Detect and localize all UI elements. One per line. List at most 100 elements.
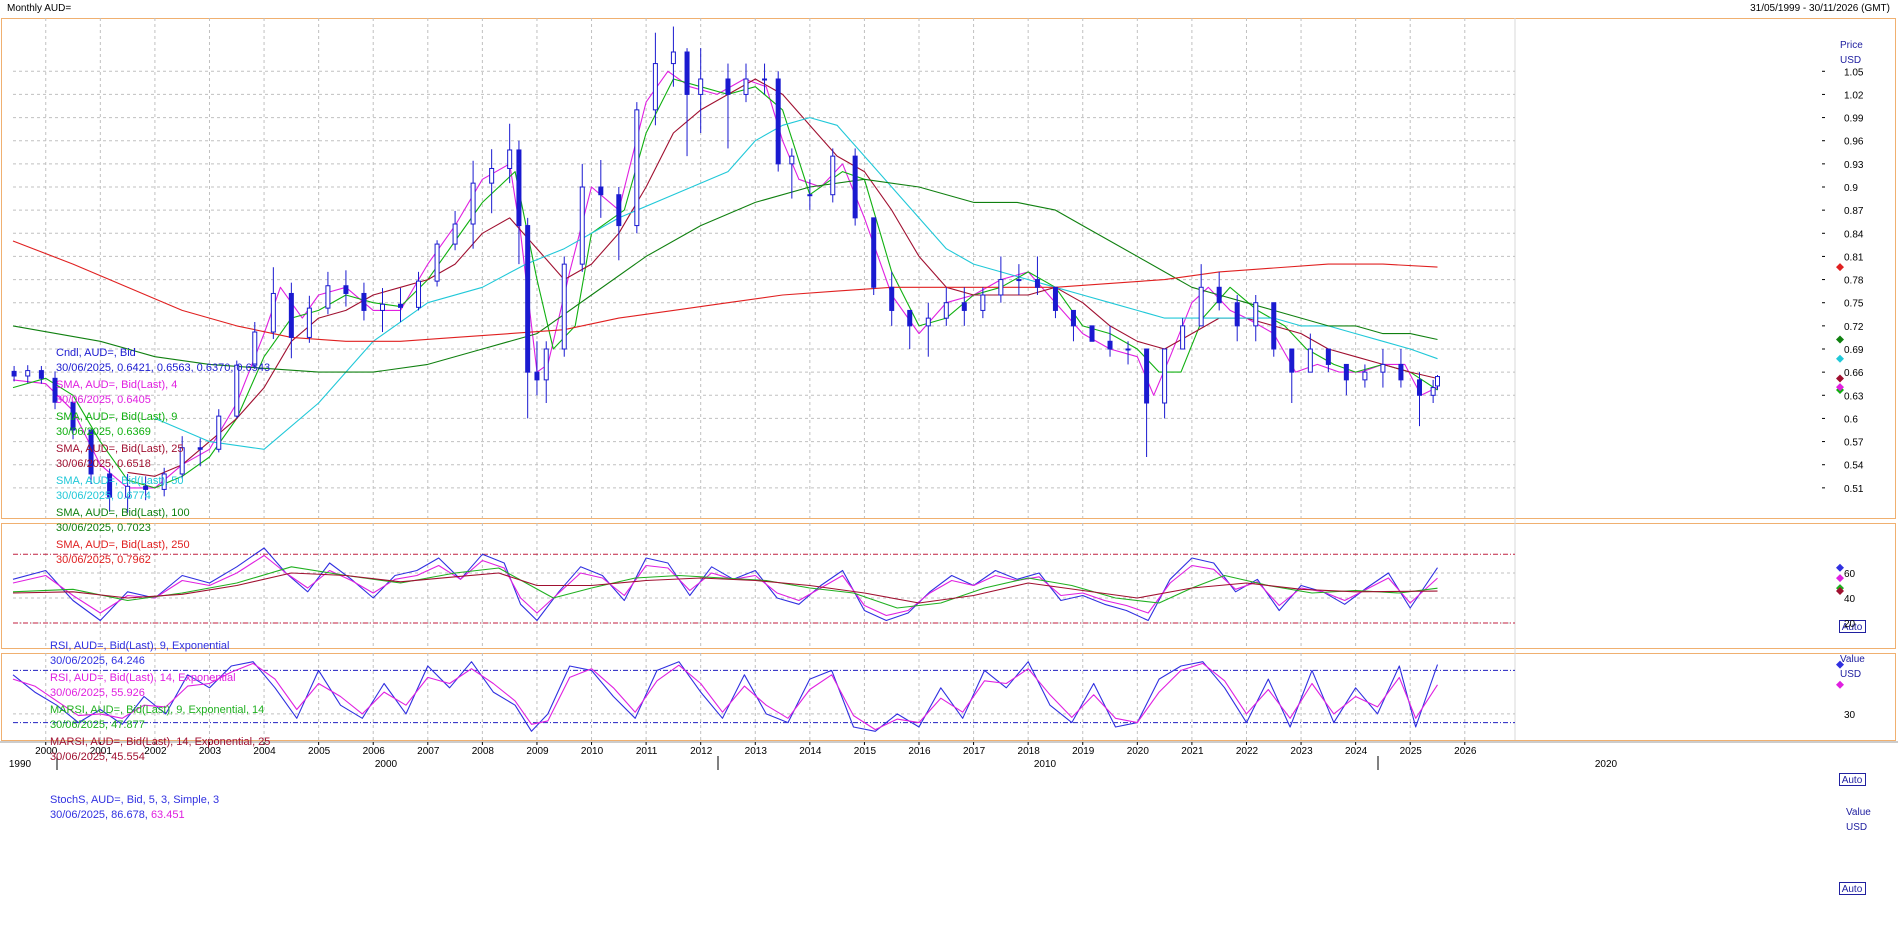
candle — [830, 148, 836, 203]
candle — [516, 140, 522, 265]
candle — [252, 322, 258, 370]
candle-body — [52, 377, 58, 403]
candle-body — [1162, 348, 1168, 404]
candle — [489, 149, 495, 214]
price-legend-label: SMA, AUD=, Bid(Last), 100 — [56, 507, 190, 519]
candle — [807, 179, 813, 211]
candle — [88, 429, 94, 484]
x-tick-label: 2005 — [308, 746, 331, 757]
candle-body — [516, 149, 522, 227]
candle-body — [398, 303, 404, 308]
price-tick-label: 0.93 — [1844, 160, 1864, 171]
price-legend-label: SMA, AUD=, Bid(Last), 9 — [56, 411, 177, 423]
price-tick-label: 1.05 — [1844, 67, 1864, 78]
x-tick-label: 2023 — [1290, 746, 1313, 757]
rsi-series-marsi9 — [12, 566, 1438, 609]
candle-body — [943, 302, 949, 319]
candle-body — [1216, 286, 1222, 304]
x-tick-label: 2016 — [908, 746, 931, 757]
candle — [998, 256, 1004, 303]
price-tick-label: 0.9 — [1844, 183, 1858, 194]
last-value-marker — [1836, 263, 1844, 272]
candle-body — [698, 78, 704, 95]
price-axis-title: Price — [1840, 40, 1863, 51]
candle — [70, 401, 76, 440]
x-tick-label: 2024 — [1345, 746, 1368, 757]
candle-body — [1180, 325, 1186, 350]
last-value-marker — [1836, 374, 1844, 383]
candle-body — [25, 370, 31, 377]
candle-body — [634, 109, 640, 227]
price-legend-label: SMA, AUD=, Bid(Last), 4 — [56, 379, 177, 391]
stoch-legend-value-k: 30/06/2025, 86.678, — [50, 809, 151, 821]
price-series-sma4 — [12, 70, 1438, 489]
candle — [1216, 271, 1222, 311]
price-panel — [11, 26, 1440, 513]
candle — [980, 287, 986, 319]
candle — [325, 271, 331, 315]
candle-body — [907, 309, 913, 327]
candle — [1070, 309, 1076, 342]
candle-body — [1343, 363, 1349, 381]
rsi-legend-value: 30/06/2025, 55.926 — [50, 687, 145, 699]
candle — [725, 63, 731, 149]
rsi-series-marsi14 — [12, 572, 1438, 604]
x-tick-label: 2020 — [1127, 746, 1150, 757]
price-tick-label: 0.96 — [1844, 137, 1864, 148]
candle-body — [762, 78, 768, 81]
price-legend-label: Cndl, AUD=, Bid — [56, 347, 136, 359]
rsi-auto-box — [1839, 773, 1866, 786]
candle — [434, 240, 440, 287]
candle — [789, 148, 795, 199]
price-tick-label: 1.02 — [1844, 90, 1864, 101]
candle — [1144, 348, 1150, 457]
date-range: 31/05/1999 - 30/11/2026 (GMT) — [1750, 3, 1890, 14]
candle — [579, 163, 585, 272]
x-tick-label: 2019 — [1072, 746, 1095, 757]
candle — [1380, 349, 1386, 388]
candle-body — [507, 149, 513, 169]
candle-body — [684, 51, 690, 95]
stoch-legend-value: 30/06/2025, 86.678, 63.451 — [50, 809, 185, 821]
rsi-legend-value: 30/06/2025, 45.554 — [50, 751, 145, 763]
x-tick-label: 2000 — [35, 746, 58, 757]
candle-body — [1325, 348, 1331, 365]
price-tick-label: 0.51 — [1844, 484, 1864, 495]
candle — [961, 287, 967, 326]
candle-body — [889, 286, 895, 311]
candle — [1125, 341, 1131, 365]
price-legend-value: 30/06/2025, 0.6518 — [56, 458, 151, 470]
candle-body — [179, 447, 185, 475]
candle-body — [197, 447, 203, 450]
candle — [634, 102, 640, 234]
candle — [25, 365, 31, 383]
x-decade-label: 1990 — [9, 759, 32, 770]
candle — [1398, 349, 1404, 388]
x-tick-label: 2010 — [581, 746, 604, 757]
candle — [216, 409, 222, 453]
candle-body — [234, 364, 240, 417]
candle — [470, 160, 476, 249]
x-tick-label: 2021 — [1181, 746, 1204, 757]
price-series-sma50 — [154, 117, 1438, 450]
candle — [743, 63, 749, 103]
candle-body — [38, 370, 44, 379]
candle-body — [1016, 279, 1022, 282]
candle — [698, 48, 704, 133]
rsi-legend-label: RSI, AUD=, Bid(Last), 14, Exponential — [50, 672, 236, 684]
rsi-tick-label: 60 — [1844, 569, 1856, 580]
candle — [197, 438, 203, 467]
candle-body — [598, 186, 604, 196]
rsi-series-rsi9 — [12, 547, 1438, 622]
candle-body — [1307, 348, 1313, 373]
candle-body — [725, 78, 731, 95]
rsi-axis-unit: USD — [1840, 669, 1861, 680]
candle-body — [489, 167, 495, 184]
x-tick-label: 2006 — [363, 746, 386, 757]
candle — [1180, 318, 1186, 350]
candle — [343, 270, 349, 307]
price-tick-label: 0.99 — [1844, 114, 1864, 125]
candle — [1416, 372, 1422, 427]
candle-body — [1234, 302, 1240, 327]
